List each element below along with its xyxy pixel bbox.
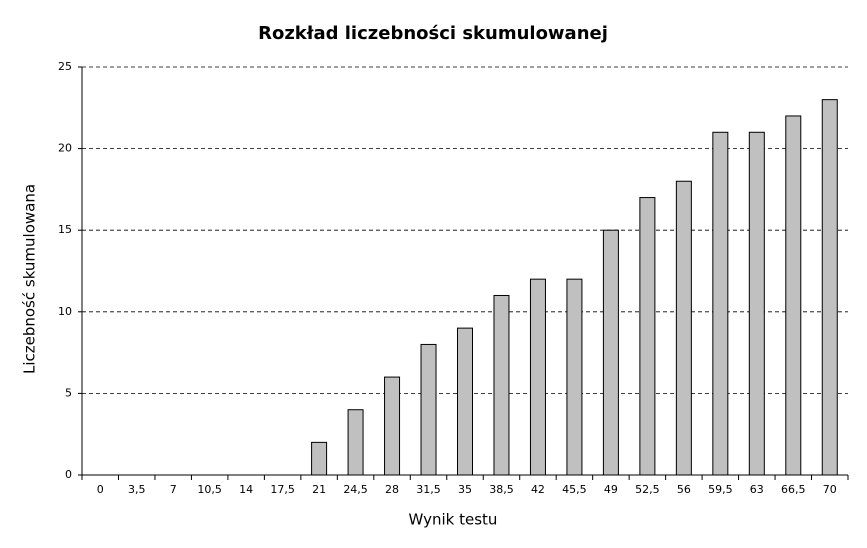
x-tick-label: 17,5 <box>270 483 295 496</box>
x-tick-label: 0 <box>97 483 104 496</box>
x-tick-label: 31,5 <box>416 483 441 496</box>
x-tick-label: 38,5 <box>489 483 514 496</box>
x-tick-label: 28 <box>385 483 399 496</box>
bar <box>748 131 765 476</box>
x-tick-label: 66,5 <box>781 483 806 496</box>
bar <box>785 115 802 476</box>
chart-title: Rozkład liczebności skumulowanej <box>258 23 608 44</box>
x-tick-label: 59,5 <box>708 483 733 496</box>
bar <box>457 327 473 476</box>
y-tick-label: 10 <box>58 305 72 318</box>
bar <box>384 376 401 476</box>
bar <box>712 131 729 476</box>
bar <box>639 197 656 476</box>
x-tick-label: 49 <box>604 483 618 496</box>
y-tick-label: 20 <box>58 142 72 155</box>
bar <box>311 441 328 476</box>
x-tick-label: 7 <box>170 483 177 496</box>
x-tick-label: 52,5 <box>635 483 660 496</box>
x-tick-label: 35 <box>458 483 472 496</box>
bar <box>493 294 510 476</box>
bar <box>821 99 838 476</box>
x-tick-label: 63 <box>750 483 764 496</box>
x-tick-label: 70 <box>823 483 837 496</box>
bar <box>529 278 546 476</box>
x-tick-label: 56 <box>677 483 691 496</box>
bar <box>347 409 364 476</box>
bar <box>420 343 437 476</box>
y-axis-title: Liczebność skumulowana <box>21 184 39 374</box>
x-tick-label: 24,5 <box>343 483 368 496</box>
y-tick-label: 0 <box>65 468 72 481</box>
x-tick-label: 14 <box>239 483 253 496</box>
bar <box>566 278 583 476</box>
x-tick-label: 21 <box>312 483 326 496</box>
x-axis-title: Wynik testu <box>409 511 498 529</box>
y-tick-label: 15 <box>58 223 72 236</box>
x-tick-label: 10,5 <box>197 483 222 496</box>
y-tick-label: 25 <box>58 60 72 73</box>
x-tick-label: 3,5 <box>128 483 146 496</box>
y-tick-label: 5 <box>65 386 72 399</box>
x-tick-label: 42 <box>531 483 545 496</box>
bar <box>675 180 692 476</box>
x-tick-label: 45,5 <box>562 483 587 496</box>
bar <box>602 229 619 476</box>
